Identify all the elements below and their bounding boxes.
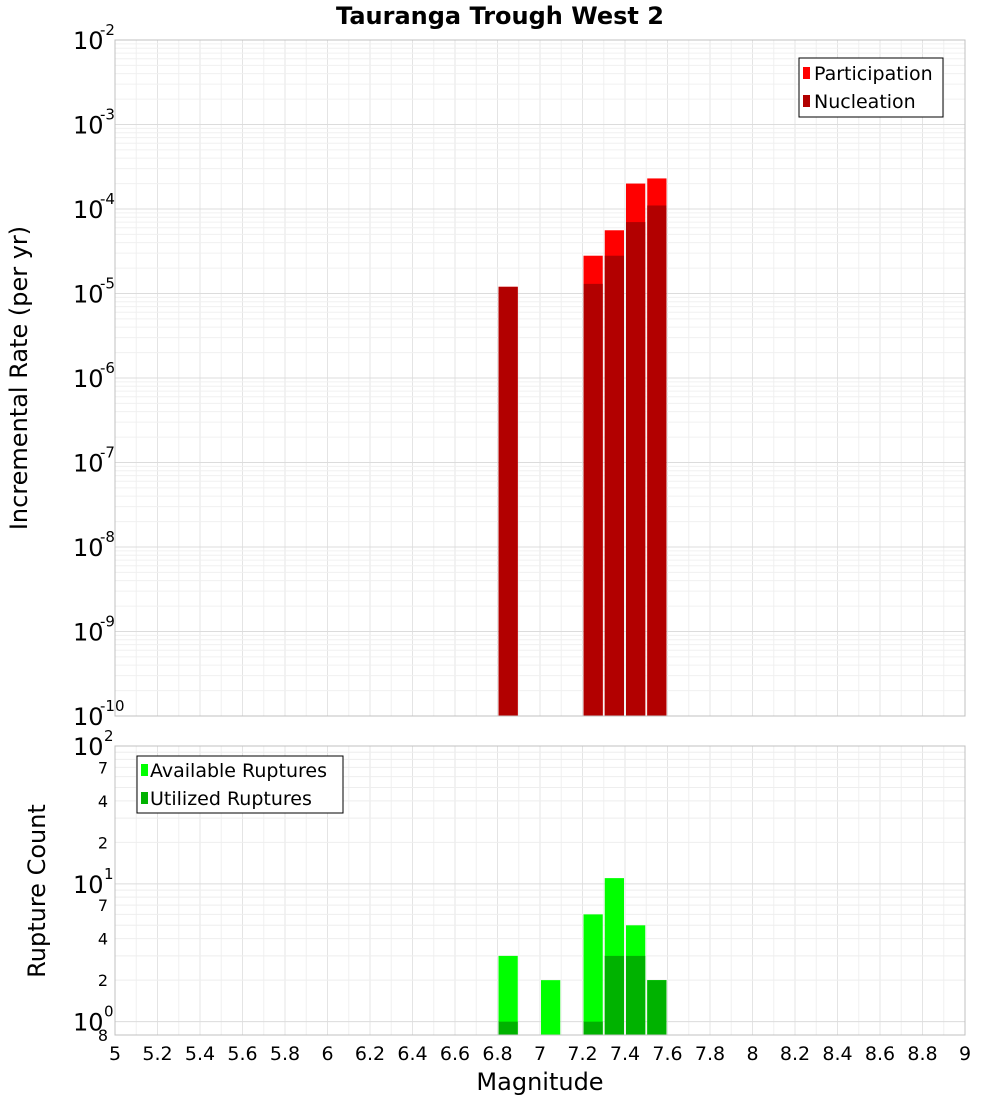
x-tick-label: 6.6 [440,1043,470,1065]
x-tick-label: 7.4 [610,1043,640,1065]
bottom-plot-border [114,745,966,1036]
y-tick-label: 10 [73,112,104,140]
x-tick-label: 7.6 [652,1043,682,1065]
y-tick-exponent: -7 [100,444,115,462]
x-tick-label: 5 [109,1043,121,1065]
y-tick-label: 10 [73,703,104,731]
x-tick-label: 8.4 [822,1043,852,1065]
bar-utilized-ruptures [647,980,667,1035]
x-tick-label: 7 [534,1043,546,1065]
y-minor-tick-label: 2 [98,833,108,852]
bottom-legend: Available Ruptures Utilized Ruptures [136,755,344,814]
top-bars [498,178,667,717]
legend-label-participation: Participation [814,63,933,85]
top-grid [115,40,966,716]
top-y-axis-label: Incremental Rate (per yr) [5,226,33,530]
bar-utilized-ruptures [498,1021,518,1035]
bar-utilized-ruptures [583,1021,603,1035]
y-tick-label: 10 [73,281,104,309]
top-plot-border [114,39,966,717]
y-tick-exponent: -8 [100,528,115,546]
y-tick-label: 10 [73,1009,104,1037]
y-minor-tick-label: 8 [98,1026,108,1045]
x-tick-label: 8 [746,1043,758,1065]
x-ticks: 5 5.2 5.4 5.6 5.8 6 6.2 6.4 6.6 6.8 7 7.2 7.4 7.6 7.8 8… [109,1043,971,1065]
bottom-legend-box [136,755,344,814]
y-minor-tick-label: 4 [98,792,108,811]
bar-available-ruptures [498,955,518,1035]
x-tick-label: 6.8 [482,1043,512,1065]
y-minor-tick-label: 7 [98,896,108,915]
y-tick-label: 10 [73,365,104,393]
y-tick-exponent: -6 [100,359,115,377]
y-tick-exponent: -2 [100,21,115,39]
bar-nucleation [626,222,646,716]
x-tick-label: 5.4 [185,1043,215,1065]
y-tick-exponent: 1 [104,865,114,883]
bar-available-ruptures [583,914,603,1035]
bar-nucleation [583,283,603,716]
y-tick-exponent: -3 [100,106,115,124]
y-minor-tick-label: 7 [98,758,108,777]
bar-available-ruptures [541,980,561,1035]
bar-nucleation [604,255,624,716]
y-minor-tick-label: 2 [98,971,108,990]
x-tick-label: 5.8 [270,1043,300,1065]
legend-label-available-ruptures: Available Ruptures [150,760,327,782]
y-tick-exponent: -9 [100,613,115,631]
y-tick-label: 10 [73,733,104,761]
y-tick-exponent: -10 [100,697,125,715]
y-tick-exponent: 0 [104,1003,114,1021]
y-tick-label: 10 [73,534,104,562]
legend-label-utilized-ruptures: Utilized Ruptures [150,788,312,810]
y-tick-exponent: 2 [104,727,114,745]
x-tick-label: 8.8 [907,1043,937,1065]
y-tick-exponent: -4 [100,190,115,208]
y-tick-label: 10 [73,619,104,647]
x-tick-label: 5.6 [227,1043,257,1065]
x-tick-label: 9 [959,1043,971,1065]
x-tick-label: 6 [321,1043,333,1065]
x-tick-label: 7.2 [567,1043,597,1065]
top-legend-box [798,57,944,118]
legend-swatch-available-ruptures [141,764,148,776]
x-tick-label: 5.2 [142,1043,172,1065]
x-tick-label: 8.6 [865,1043,895,1065]
top-legend: Participation Nucleation [798,57,944,118]
bar-nucleation [647,205,667,716]
y-minor-tick-label: 4 [98,930,108,949]
y-tick-label: 10 [73,871,104,899]
legend-swatch-utilized-ruptures [141,792,148,804]
legend-label-nucleation: Nucleation [814,91,916,113]
chart-title: Tauranga Trough West 2 [336,2,664,30]
y-tick-exponent: -5 [100,275,115,293]
bottom-y-axis-label: Rupture Count [23,804,51,978]
x-tick-label: 7.8 [695,1043,725,1065]
y-tick-label: 10 [73,450,104,478]
x-tick-label: 8.2 [780,1043,810,1065]
y-tick-label: 10 [73,27,104,55]
bar-utilized-ruptures [626,955,646,1035]
bottom-bars [498,878,667,1035]
x-tick-label: 6.4 [397,1043,427,1065]
legend-swatch-participation [803,67,810,79]
x-axis-label: Magnitude [476,1068,603,1096]
y-tick-label: 10 [73,196,104,224]
x-tick-label: 6.2 [355,1043,385,1065]
bar-nucleation [498,286,518,716]
legend-swatch-nucleation [803,95,810,107]
bar-utilized-ruptures [604,955,624,1035]
